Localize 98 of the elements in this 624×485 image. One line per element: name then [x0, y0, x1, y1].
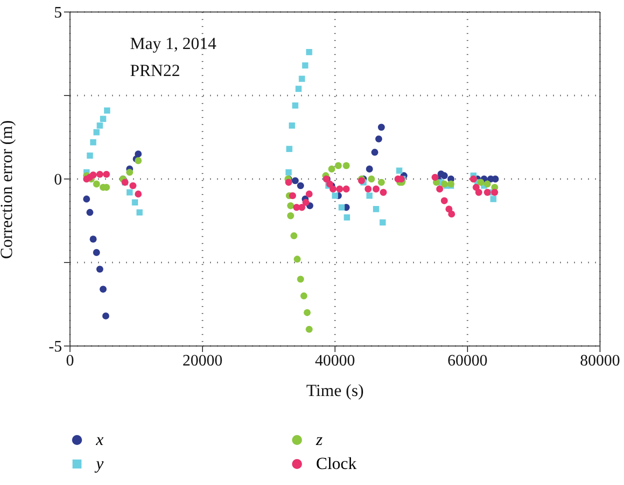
point: [380, 188, 387, 196]
point: [378, 124, 385, 131]
point: [440, 172, 448, 180]
legend-label: z: [316, 430, 323, 450]
point: [396, 168, 402, 174]
point: [96, 122, 103, 129]
point: [306, 190, 313, 198]
point: [372, 186, 380, 192]
point: [289, 192, 296, 200]
point: [300, 292, 308, 300]
point: [285, 178, 292, 186]
annotation: PRN22: [130, 61, 180, 81]
point: [338, 204, 345, 210]
point: [297, 276, 304, 283]
point: [96, 266, 104, 273]
point: [126, 168, 134, 176]
point: [136, 209, 143, 216]
x-tick-label: 20000: [182, 352, 222, 370]
y-tick-label: -5: [48, 338, 62, 356]
point: [332, 192, 338, 199]
point: [477, 178, 484, 186]
point: [93, 180, 100, 188]
point: [484, 188, 491, 196]
point: [297, 182, 304, 190]
point: [366, 192, 373, 199]
point: [298, 76, 305, 82]
point: [378, 178, 385, 186]
point: [336, 186, 344, 192]
point: [432, 174, 439, 181]
point: [129, 182, 136, 190]
point: [134, 190, 142, 198]
point: [292, 177, 299, 184]
point: [287, 202, 294, 210]
point: [448, 210, 456, 218]
point: [90, 139, 96, 146]
point: [490, 196, 496, 202]
point: [86, 208, 94, 216]
point: [330, 186, 336, 192]
x-tick-label: 60000: [448, 352, 488, 370]
y-tick-label: 0: [54, 172, 62, 189]
annotation: May 1, 2014: [130, 34, 216, 54]
x-tick-label: 40000: [315, 352, 355, 370]
point: [440, 180, 448, 188]
point: [90, 236, 97, 243]
point: [102, 170, 110, 178]
point: [83, 196, 90, 203]
point: [306, 326, 313, 333]
point: [440, 197, 448, 204]
point: [372, 206, 380, 212]
point: [344, 214, 350, 220]
point: [436, 186, 444, 192]
x-axis-title: Time (s): [306, 381, 364, 400]
point: [342, 186, 350, 192]
point: [104, 107, 110, 114]
point: [364, 186, 372, 192]
point: [306, 49, 312, 56]
point: [134, 150, 142, 158]
point: [288, 122, 296, 129]
legend-label: y: [96, 454, 104, 474]
x-tick-label: 80000: [580, 352, 620, 370]
point: [96, 170, 104, 178]
point: [302, 62, 308, 69]
point: [294, 256, 301, 263]
point: [290, 232, 298, 240]
point: [328, 166, 336, 172]
point: [375, 135, 382, 142]
x-tick-label: 0: [66, 352, 74, 370]
legend-label: x: [96, 430, 104, 450]
legend-label: Clock: [316, 454, 357, 474]
point: [475, 188, 482, 196]
point: [371, 148, 378, 156]
point: [100, 286, 107, 293]
point: [302, 198, 310, 206]
point: [287, 212, 294, 220]
point: [342, 162, 350, 170]
point: [102, 312, 110, 320]
point: [484, 180, 491, 188]
point: [380, 219, 386, 226]
point: [334, 162, 342, 170]
point: [126, 189, 133, 196]
point: [100, 116, 106, 122]
point: [286, 169, 292, 176]
point: [445, 206, 452, 213]
point: [304, 309, 311, 316]
point: [368, 176, 375, 182]
y-axis-title: Correction error (m): [0, 120, 16, 259]
point: [90, 172, 97, 178]
y-tick-label: 5: [54, 4, 62, 22]
point: [93, 249, 100, 256]
point: [86, 152, 93, 159]
point: [93, 129, 100, 136]
point: [491, 188, 498, 196]
point: [286, 146, 292, 152]
point: [132, 199, 138, 206]
point: [295, 86, 302, 92]
point: [292, 102, 298, 109]
point: [298, 204, 306, 211]
point: [366, 166, 373, 172]
